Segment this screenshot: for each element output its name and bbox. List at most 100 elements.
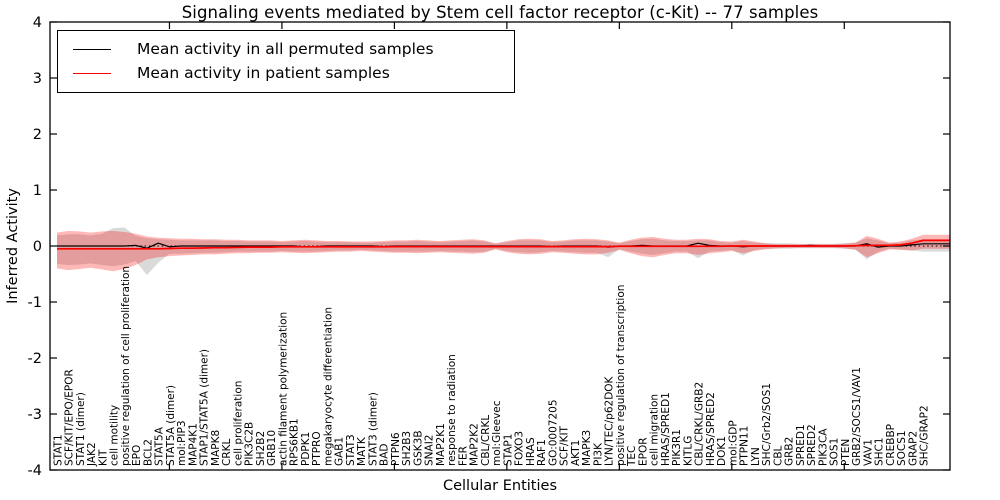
entity-label: RAF1 — [536, 439, 548, 466]
entity-label: response to radiation — [446, 354, 458, 466]
y-tick-label: 2 — [33, 127, 42, 143]
entity-label: STAP1 — [502, 434, 514, 466]
entity-label: KITLG — [682, 436, 694, 466]
entity-label: SH2B2 — [255, 431, 267, 466]
entity-label: MAP4K1 — [187, 423, 199, 466]
entity-label: SOS1 — [829, 438, 841, 466]
entity-label: cell motility — [109, 405, 121, 466]
entity-label: CBL/CRKL — [480, 415, 492, 466]
entity-label: GRB10 — [266, 430, 278, 466]
entity-label: STAT1 (dimer) — [75, 392, 87, 466]
entity-label: STAP1/STAT5A (dimer) — [199, 349, 211, 466]
entity-label: GRAP2 — [907, 431, 919, 466]
entity-label: MAPK8 — [210, 430, 222, 466]
entity-label: GSK3B — [412, 430, 424, 466]
entity-label: MAP2K1 — [435, 423, 447, 466]
entity-label: GO:0007205 — [547, 399, 559, 466]
entity-label: GRB2 — [784, 437, 796, 466]
entity-label: SOCS1 — [896, 430, 908, 466]
entity-label: HRAS/SPRED1 — [660, 392, 672, 466]
entity-labels: STAT1 SCF/KIT/EPO/EPOR STAT1 (dimer) JAK2 KI… — [53, 266, 931, 467]
permuted-band — [57, 227, 950, 276]
patient-mean-line — [57, 239, 950, 250]
entity-label: MAP2K2 — [469, 423, 481, 466]
entity-label: HRAS — [525, 437, 537, 466]
legend-label-patient: Mean activity in patient samples — [137, 64, 390, 82]
y-tick-label: -2 — [28, 351, 42, 367]
entity-label: FOXO3 — [514, 431, 526, 466]
entity-label: CRKL — [221, 438, 233, 466]
entity-label: SPRED2 — [806, 424, 818, 466]
legend-item-patient: Mean activity in patient samples — [58, 64, 514, 82]
entity-label: STAT3 — [345, 434, 357, 466]
entity-label: STAT5A (dimer) — [165, 385, 177, 466]
entity-label: DOK1 — [716, 436, 728, 466]
entity-label: cell proliferation — [232, 381, 244, 466]
entity-label: CBL — [772, 445, 784, 466]
permuted-line-swatch — [73, 48, 111, 50]
entity-label: GRB2/SOCS1/VAV1 — [851, 367, 863, 466]
entity-label: KIT — [97, 449, 109, 466]
entity-label: STAT3 (dimer) — [367, 392, 379, 466]
entity-label: positive regulation of cell proliferatio… — [120, 266, 132, 466]
entity-label: MATK — [356, 436, 368, 466]
entity-label: PIK3C2B — [244, 422, 256, 466]
y-tick-label: -3 — [28, 407, 42, 423]
entity-label: PDPK1 — [300, 432, 312, 466]
entity-label: PIK3CA — [817, 428, 829, 466]
entity-label: CBL/CRKL/GRB2 — [694, 382, 706, 466]
entity-label: AKT1 — [570, 440, 582, 466]
y-tick-label: 0 — [33, 239, 42, 255]
entity-label: MAPK3 — [581, 430, 593, 466]
y-tick-label: 4 — [33, 15, 42, 31]
entity-label: VAV1 — [862, 439, 874, 466]
y-ticks: 4 3 2 1 0 -1 -2 -3 -4 — [28, 15, 950, 479]
entity-label: LYN — [750, 447, 762, 466]
y-tick-label: 1 — [33, 183, 42, 199]
entity-label: TEC — [626, 446, 638, 467]
entity-label: mol:GDP — [727, 420, 739, 466]
entity-label: SHC1 — [874, 437, 886, 466]
entity-label: mol:PIP3 — [176, 420, 188, 466]
entity-label: LYN/TEC/p62DOK — [604, 375, 616, 466]
entity-label: PTPN6 — [390, 432, 402, 466]
chart-title: Signaling events mediated by Stem cell f… — [181, 3, 819, 22]
y-tick-label: -1 — [28, 295, 42, 311]
entity-label: megakaryocyte differentiation — [322, 307, 334, 466]
entity-label: EPOR — [637, 437, 649, 466]
entity-label: STAT1 — [53, 434, 65, 466]
entity-label: GAB1 — [334, 437, 346, 466]
entity-label: BAD — [379, 444, 391, 466]
entity-label: PTEN — [840, 439, 852, 466]
entity-label: EPO — [131, 445, 143, 466]
plot-area — [50, 227, 950, 276]
entity-label: SHC/GRAP2 — [919, 405, 931, 466]
entity-label: SH2B3 — [401, 431, 413, 466]
entity-label: SPRED1 — [795, 424, 807, 466]
entity-label: PTPRO — [311, 431, 323, 466]
legend-label-permuted: Mean activity in all permuted samples — [137, 39, 434, 58]
entity-label: FER — [457, 446, 469, 466]
x-ticks — [168, 22, 845, 470]
x-axis-label: Cellular Entities — [442, 478, 558, 494]
entity-label: SCF/KIT/EPO/EPOR — [64, 369, 76, 466]
entity-label: SNAI2 — [424, 435, 436, 466]
entity-label: actin filament polymerization — [277, 312, 289, 466]
entity-label: STAT5A — [154, 426, 166, 466]
entity-label: SCF/KIT — [559, 425, 571, 466]
entity-label: PIK3R1 — [671, 429, 683, 466]
entity-label: HRAS/SPRED2 — [705, 392, 717, 466]
entity-label: cell migration — [649, 394, 661, 466]
legend: Mean activity in all permuted samples Me… — [57, 30, 515, 93]
entity-label: BCL2 — [142, 439, 154, 466]
patient-band — [57, 230, 950, 272]
entity-label: PI3K — [592, 442, 604, 466]
y-tick-label: -4 — [28, 463, 42, 479]
patient-line-swatch — [73, 73, 111, 75]
entity-label: PTPN11 — [739, 426, 751, 466]
entity-label: SHC/Grb2/SOS1 — [761, 383, 773, 466]
legend-item-permuted: Mean activity in all permuted samples — [58, 39, 514, 58]
entity-label: RPS6KB1 — [289, 418, 301, 466]
